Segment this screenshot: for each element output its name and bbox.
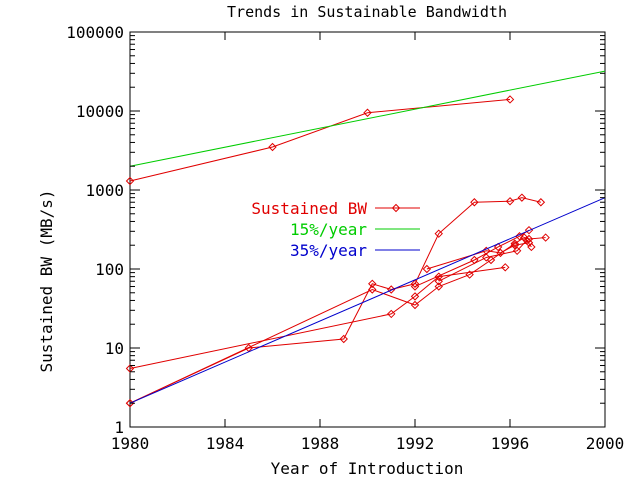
x-tick-label: 2000 — [586, 434, 625, 453]
data-point — [510, 241, 519, 250]
legend-label: 15%/year — [290, 220, 367, 239]
x-tick-label: 1980 — [111, 434, 150, 453]
series-line — [129, 237, 546, 404]
data-point — [501, 263, 510, 272]
data-point — [536, 198, 546, 207]
data-point — [524, 234, 534, 244]
data-point — [410, 300, 420, 310]
legend-label: Sustained BW — [251, 199, 367, 218]
x-axis-label: Year of Introduction — [271, 459, 464, 478]
data-point — [482, 253, 491, 262]
data-point — [410, 282, 420, 291]
data-point — [496, 248, 505, 258]
data-point — [434, 282, 443, 291]
data-point — [125, 176, 135, 186]
data-point — [434, 277, 443, 286]
data-point — [268, 142, 277, 152]
data-point — [465, 270, 474, 279]
series-line — [129, 197, 541, 404]
legend-label: 35%/year — [290, 241, 367, 260]
ticks-layer: 1980 1984 1988 1992 1996 2000 1 10 100 1000 10000 1… — [66, 23, 624, 453]
data-point — [422, 264, 432, 274]
y-tick-label: 100000 — [66, 23, 124, 42]
legend: Sustained BW 15%/year 35%/year — [251, 199, 420, 260]
x-tick-label: 1988 — [301, 434, 340, 453]
data-point — [505, 95, 515, 104]
plot-border — [129, 31, 606, 428]
x-tick-label: 1996 — [491, 434, 530, 453]
data-point — [368, 279, 377, 288]
data-point — [410, 279, 420, 288]
series-line — [129, 266, 506, 370]
data-point — [387, 309, 396, 319]
series-line — [129, 70, 606, 167]
series-line — [426, 242, 530, 270]
series-layer — [125, 70, 606, 408]
data-point — [512, 246, 522, 256]
data-point — [524, 238, 534, 247]
series-line — [414, 229, 530, 287]
y-tick-label: 1 — [114, 418, 124, 437]
data-point — [470, 198, 479, 207]
data-point — [493, 242, 503, 252]
series-line — [129, 197, 606, 404]
data-point — [541, 233, 550, 242]
data-point — [505, 197, 515, 206]
data-point — [387, 285, 396, 294]
data-point — [515, 232, 524, 241]
data-point — [517, 193, 527, 202]
data-point — [434, 272, 443, 281]
x-tick-label: 1992 — [396, 434, 435, 453]
y-tick-label: 10 — [105, 339, 124, 358]
y-tick-label: 1000 — [85, 181, 124, 200]
data-point — [368, 285, 377, 294]
chart-title: Trends in Sustainable Bandwidth — [227, 3, 507, 21]
plot-frame — [129, 31, 606, 428]
y-axis-label: Sustained BW (MB/s) — [37, 189, 56, 372]
data-point — [434, 229, 443, 238]
data-point — [363, 108, 372, 117]
data-point — [410, 292, 420, 301]
y-tick-label: 100 — [95, 260, 124, 279]
data-point — [510, 239, 519, 248]
x-tick-label: 1984 — [206, 434, 245, 453]
series-line — [129, 98, 511, 182]
data-point — [339, 334, 348, 344]
y-tick-label: 10000 — [76, 102, 124, 121]
legend-marker — [391, 203, 401, 213]
